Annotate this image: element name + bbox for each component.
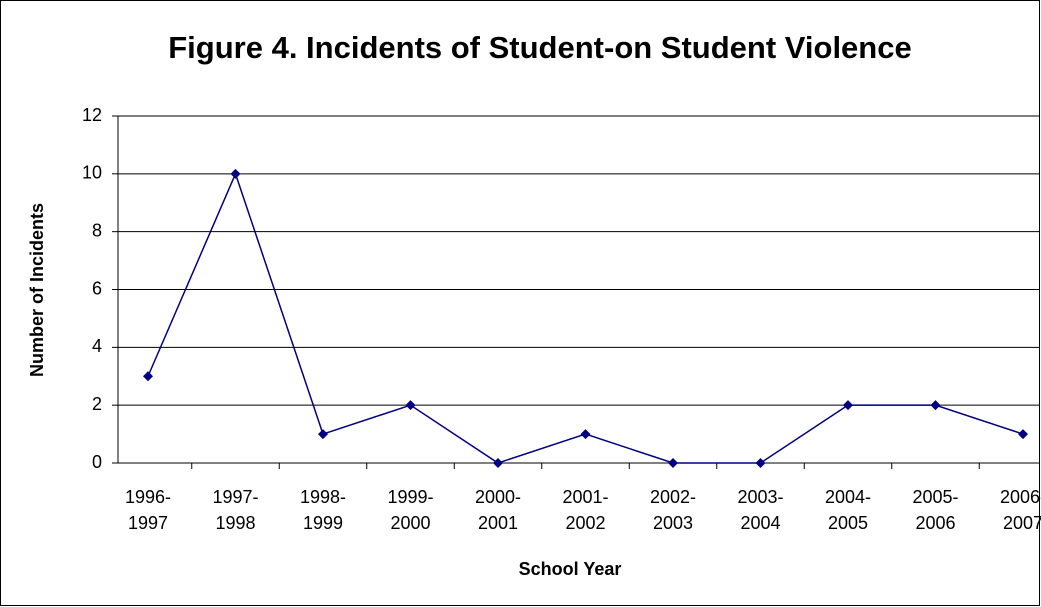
y-tick-label: 12 — [82, 105, 102, 125]
x-tick-label: 2003-2004 — [737, 487, 784, 533]
y-tick-label: 0 — [92, 452, 102, 472]
marker — [755, 458, 766, 468]
y-tick-label: 6 — [92, 278, 102, 298]
y-axis-label: Number of Incidents — [27, 203, 47, 377]
marker — [493, 458, 503, 468]
x-tick-label: 2002-2003 — [649, 487, 697, 533]
x-tick-label: 2005-2006 — [912, 487, 959, 533]
x-tick-label: 1999-2000 — [387, 487, 434, 533]
marker — [668, 458, 678, 468]
x-tick-label: 2000-2001 — [474, 487, 522, 533]
x-tick-label: 1996-1997 — [124, 487, 172, 533]
marker — [405, 400, 416, 411]
marker — [143, 371, 153, 382]
x-tick-label: 1998-1999 — [299, 487, 347, 533]
y-tick-label: 4 — [92, 336, 102, 356]
y-tick-label: 2 — [92, 394, 102, 414]
y-tick-label: 10 — [82, 163, 102, 183]
marker — [580, 429, 591, 440]
marker — [230, 168, 241, 179]
y-tick-label: 8 — [92, 220, 102, 240]
marker — [318, 429, 328, 440]
x-tick-label: 1997-1998 — [212, 487, 259, 533]
x-axis-label: School Year — [519, 559, 622, 579]
x-tick-label: 2004-2005 — [824, 487, 872, 533]
marker — [843, 400, 853, 411]
chart-title: Figure 4. Incidents of Student-on Studen… — [168, 30, 911, 65]
x-tick-label: 2001-2002 — [562, 487, 609, 533]
marker — [930, 400, 941, 411]
marker — [1018, 429, 1028, 440]
x-tick-label: 2006-2007 — [999, 487, 1041, 533]
